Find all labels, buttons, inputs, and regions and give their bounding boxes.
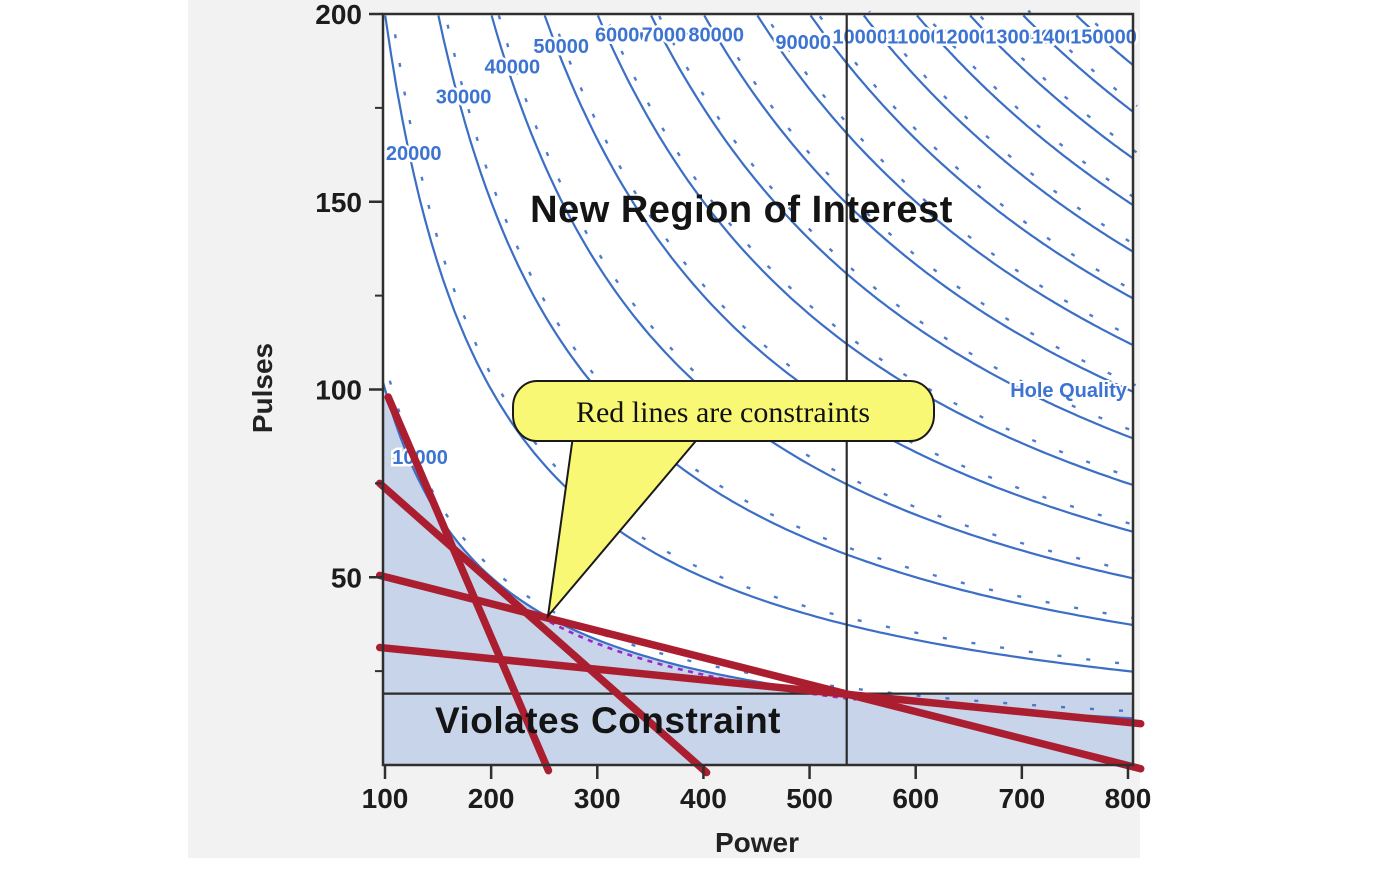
constraint-4 — [375, 643, 1145, 728]
callout-bubble[interactable] — [512, 380, 935, 442]
y-tick-label: 100 — [315, 375, 362, 406]
contour-line — [1075, 14, 1134, 66]
contour-label: 80000 — [688, 25, 744, 47]
contour-line — [490, 15, 1134, 580]
constraint-3 — [375, 571, 1145, 773]
contour-label: 110000 — [887, 27, 953, 49]
y-tick-label: 200 — [315, 0, 362, 30]
constraint-1 — [384, 393, 553, 775]
contour-label: 70000 — [642, 25, 698, 47]
x-tick-label: 400 — [680, 783, 727, 814]
x-tick-label: 500 — [786, 783, 833, 814]
x-tick-label: 800 — [1105, 783, 1152, 814]
contour-label: 20000 — [386, 143, 442, 165]
x-tick-label: 200 — [468, 783, 515, 814]
axes-layer: 100 200 300 400 500 600 700 800 50 100 150 200 — [315, 0, 1151, 814]
contour-line — [437, 15, 1134, 627]
contour-line — [916, 14, 1134, 206]
new-region-of-interest-label: New Region of Interest — [530, 189, 953, 231]
contour-label: 130000 — [985, 27, 1052, 49]
contour-label: 30000 — [436, 87, 492, 109]
contour-line — [596, 15, 1134, 487]
constraint-lines-layer — [375, 393, 1145, 777]
contour-line — [650, 15, 1134, 440]
x-tick-label: 700 — [998, 783, 1045, 814]
callout-tail — [546, 435, 701, 620]
violation-region — [382, 397, 1134, 765]
contour-hatch-marks — [974, 9, 1138, 154]
contour-label: 90000 — [775, 32, 831, 54]
contour-label: 10000 — [392, 447, 448, 469]
y-tick-label: 150 — [315, 187, 362, 218]
violation-region-layer — [382, 397, 1134, 765]
contour-line — [862, 14, 1134, 253]
contour-line — [703, 14, 1134, 393]
x-tick-label: 600 — [892, 783, 939, 814]
y-axis-title: Pulses — [247, 343, 278, 433]
constraint-2 — [375, 479, 711, 777]
contour-label: 100000 — [832, 27, 899, 49]
contour-line — [384, 15, 1134, 673]
violates-constraint-label: Violates Constraint — [434, 700, 781, 741]
contour-label: 50000 — [533, 36, 589, 58]
contour-line — [756, 14, 1134, 346]
contour-hatch-marks — [444, 13, 1135, 620]
x-tick-label: 300 — [574, 783, 621, 814]
contour-label: 120000 — [935, 27, 1002, 49]
contour-line — [969, 14, 1134, 160]
contour-line — [809, 14, 1134, 300]
x-tick-label: 100 — [362, 783, 409, 814]
contour-label: 150000 — [1070, 27, 1137, 49]
contour-label: 140000 — [1032, 27, 1099, 49]
y-tick-label: 50 — [331, 562, 362, 593]
contour-line — [1022, 14, 1134, 113]
callout-text: Red lines are constraints — [576, 396, 870, 429]
contour-label: 60000 — [595, 25, 651, 47]
x-axis-title: Power — [715, 827, 799, 858]
contour-label: 40000 — [485, 57, 541, 79]
response-name-label: Hole Quality — [1010, 380, 1128, 402]
